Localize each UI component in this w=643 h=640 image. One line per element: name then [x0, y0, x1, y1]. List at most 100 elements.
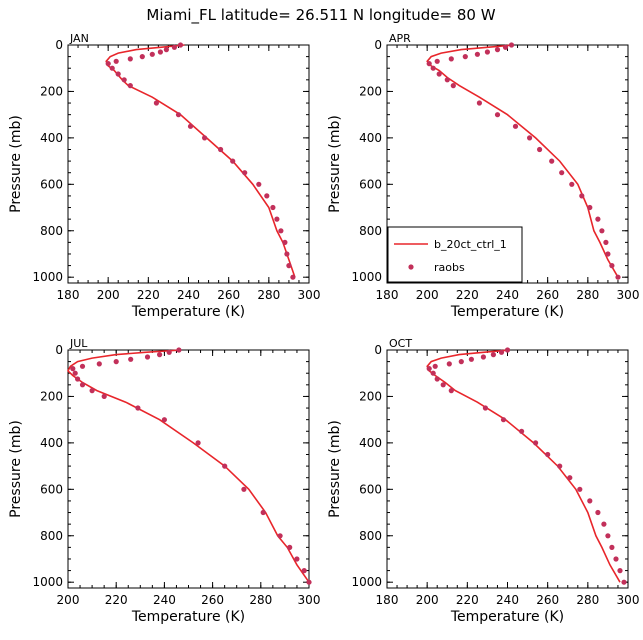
raob-point	[559, 170, 565, 176]
raob-point	[595, 509, 601, 516]
raob-point	[282, 239, 288, 245]
raob-point	[70, 366, 76, 372]
raob-point	[128, 356, 134, 362]
plot-frame	[386, 349, 629, 589]
raob-point	[79, 382, 86, 388]
raob-point	[284, 251, 290, 257]
x-tick-label: 260	[201, 593, 224, 607]
raob-point	[430, 370, 436, 376]
legend-label-model: b_20ct_ctrl_1	[434, 238, 507, 251]
raob-point	[75, 376, 81, 382]
y-tick-label: 800	[359, 529, 382, 543]
raob-point	[127, 56, 133, 62]
raob-point	[567, 475, 573, 481]
raob-point	[527, 135, 533, 141]
raob-point	[144, 354, 151, 360]
raob-point	[434, 376, 440, 382]
raob-point	[294, 556, 300, 562]
raob-point	[468, 356, 474, 362]
raob-point	[613, 556, 619, 562]
raob-point	[569, 181, 575, 187]
raob-point	[241, 486, 247, 492]
y-tick-label: 200	[40, 84, 63, 98]
raob-point	[163, 47, 169, 53]
panel-label: JUL	[69, 337, 88, 350]
raob-point	[287, 544, 293, 551]
x-tick-label: 200	[416, 288, 439, 302]
x-tick-label: 220	[456, 593, 479, 607]
y-tick-label: 0	[374, 38, 382, 52]
raob-point	[603, 239, 609, 245]
x-tick-label: 180	[376, 593, 399, 607]
raob-point	[587, 498, 593, 504]
raob-point	[306, 579, 312, 585]
raob-point	[500, 417, 507, 423]
raob-point	[286, 263, 292, 269]
x-tick-label: 240	[496, 288, 519, 302]
raob-point	[218, 146, 224, 153]
raob-point	[242, 170, 248, 176]
x-axis-title: Temperature (K)	[131, 609, 245, 625]
raob-point	[127, 83, 133, 89]
y-tick-label: 200	[359, 389, 382, 403]
y-tick-label: 200	[40, 389, 63, 403]
model-profile-line	[105, 44, 296, 278]
x-tick-label: 280	[576, 288, 599, 302]
raob-point	[595, 216, 601, 222]
raob-point	[494, 112, 501, 118]
y-axis-title: Pressure (mb)	[8, 115, 24, 213]
panel-jul: JUL 200 220 240 260 280 300 0 200 400 600 800 1000 Te…	[8, 337, 320, 625]
x-tick-label: 180	[57, 288, 80, 302]
raob-point	[222, 463, 228, 469]
y-axis-title: Pressure (mb)	[327, 420, 343, 518]
raob-point	[202, 135, 208, 141]
x-axis-title: Temperature (K)	[450, 609, 564, 625]
y-tick-label: 800	[40, 529, 63, 543]
x-tick-label: 200	[416, 593, 439, 607]
raob-point	[109, 65, 115, 71]
raob-point	[577, 486, 583, 492]
raob-point	[177, 42, 184, 48]
raob-point	[557, 463, 563, 469]
legend-label-raobs: raobs	[434, 261, 465, 274]
raob-point	[599, 228, 605, 234]
raob-point	[113, 58, 119, 64]
x-tick-label: 300	[617, 288, 640, 302]
raob-point	[426, 61, 432, 67]
y-tick-label: 1000	[32, 270, 63, 284]
x-tick-label: 300	[617, 593, 640, 607]
x-tick-label: 220	[456, 288, 479, 302]
raob-point	[615, 274, 621, 280]
x-tick-label: 180	[376, 288, 399, 302]
y-tick-label: 600	[359, 177, 382, 191]
raob-point	[161, 417, 167, 423]
raob-point	[482, 405, 488, 411]
x-tick-label: 260	[536, 593, 559, 607]
x-tick-label: 240	[496, 593, 519, 607]
y-tick-label: 400	[359, 131, 382, 145]
raob-point	[175, 112, 182, 118]
y-tick-label: 800	[40, 224, 63, 238]
raob-point	[436, 71, 442, 77]
raob-point	[490, 352, 496, 358]
x-tick-label: 300	[298, 593, 321, 607]
panel-label: APR	[389, 32, 411, 45]
panel-apr: APR 180 200 220 240 260 280 300 0 200 400 600 800 100…	[327, 32, 639, 320]
raob-point	[545, 451, 551, 458]
raob-point	[462, 54, 468, 60]
raob-point	[105, 61, 111, 67]
y-tick-label: 400	[359, 436, 382, 450]
raob-point	[609, 544, 615, 551]
raob-point	[621, 579, 627, 585]
y-tick-label: 1000	[351, 270, 382, 284]
y-tick-label: 200	[359, 84, 382, 98]
raob-point	[89, 388, 95, 394]
y-tick-label: 600	[40, 482, 63, 496]
raob-point	[96, 361, 102, 367]
legend-box	[387, 226, 523, 283]
y-tick-label: 600	[40, 177, 63, 191]
raob-point	[446, 361, 452, 367]
panel-label: OCT	[389, 337, 412, 350]
raob-point	[450, 83, 456, 89]
raob-point	[195, 440, 201, 446]
